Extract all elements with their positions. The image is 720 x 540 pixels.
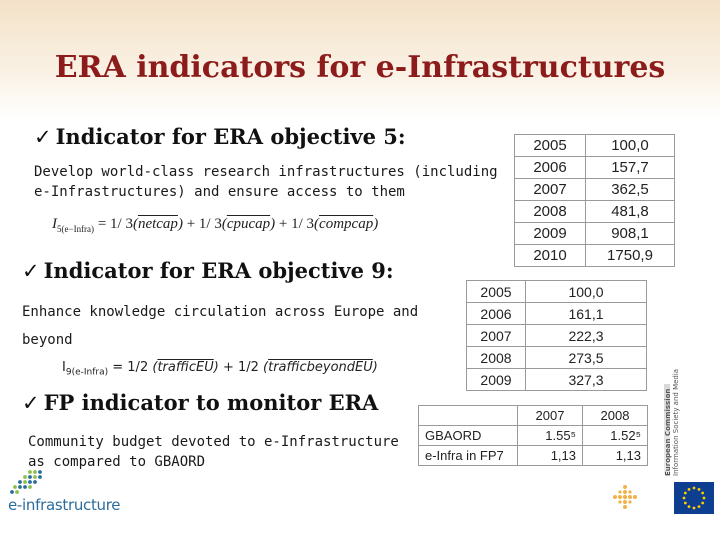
value-2008-cell: 1,13: [582, 445, 648, 466]
table-row: 2006 157,7: [514, 156, 675, 179]
ec-text-line2: Information Society and Media: [672, 368, 680, 476]
value-cell: 362,5: [585, 178, 675, 201]
table-obj9: 2005 100,0 2006 161,1 2007 222,3 2008 273,5 2009…: [466, 280, 647, 391]
formula5-term-cpucap: cpucap: [226, 216, 271, 232]
check-icon: ✓: [22, 391, 40, 415]
section2-text: Enhance knowledge circulation across Eur…: [22, 298, 418, 354]
ec-text-line1: European Commission: [664, 388, 672, 476]
section1-heading-text: Indicator for ERA objective 5:: [55, 124, 406, 149]
value-cell: 273,5: [525, 346, 647, 369]
ec-vertical-text: European Commission Information Society …: [664, 369, 680, 476]
year-cell: 2009: [466, 368, 526, 391]
table-row: 2007 222,3: [466, 324, 647, 347]
table-fp-indicator: 2007 2008 GBAORD 1.55⁵ 1.52⁵ e-Infra in FP7 1,…: [418, 405, 648, 466]
formula-obj9: I9(e-Infra) = 1/2 (trafficEU) + 1/2 (tra…: [62, 360, 378, 378]
side-decoration: [664, 384, 670, 474]
e-infrastructure-logo-icon: [10, 470, 42, 494]
year-cell: 2008: [514, 200, 586, 223]
row-label-cell: GBAORD: [418, 425, 518, 446]
value-cell: 1750,9: [585, 244, 675, 267]
value-cell: 327,3: [525, 368, 647, 391]
formula9-eq: = 1/2: [112, 360, 149, 375]
formula9-term-trafficeu: trafficEU: [157, 360, 214, 375]
check-icon: ✓: [34, 125, 52, 149]
year-cell: 2006: [466, 302, 526, 325]
formula5-eq: = 1/ 3: [97, 216, 133, 232]
section3-heading: ✓ FP indicator to monitor ERA: [22, 390, 378, 415]
formula9-term-trafficbeyondeu: trafficbeyondEU: [268, 360, 373, 375]
header-cell: [418, 405, 518, 426]
eu-flag-icon: [674, 482, 714, 514]
decorative-dots-icon: [613, 485, 637, 509]
section3-text-line1: Community budget devoted to e-Infrastruc…: [28, 434, 399, 450]
section1-text-line2: e-Infrastructures) and ensure access to …: [34, 184, 405, 200]
year-cell: 2007: [466, 324, 526, 347]
year-cell: 2008: [466, 346, 526, 369]
year-cell: 2005: [514, 134, 586, 157]
section3-text-line2: as compared to GBAORD: [28, 454, 206, 470]
section1-text-line1: Develop world-class research infrastruct…: [34, 164, 498, 180]
formula9-plus: + 1/2: [222, 360, 259, 375]
formula9-lhs: I: [62, 360, 66, 375]
table-row: 2007 362,5: [514, 178, 675, 201]
table-row: 2006 161,1: [466, 302, 647, 325]
section3-heading-text: FP indicator to monitor ERA: [43, 390, 379, 415]
value-cell: 100,0: [585, 134, 675, 157]
table-row: 2010 1750,9: [514, 244, 675, 267]
year-cell: 2007: [514, 178, 586, 201]
value-cell: 222,3: [525, 324, 647, 347]
value-cell: 481,8: [585, 200, 675, 223]
formula5-term-netcap: netcap: [137, 216, 178, 232]
value-cell: 100,0: [525, 280, 647, 303]
formula5-lhs-sub: 5(e−Infra): [57, 224, 95, 234]
formula5-plus1: + 1/ 3: [186, 216, 222, 232]
formula-obj5: I5(e−Infra) = 1/ 3(netcap) + 1/ 3(cpucap…: [52, 216, 379, 234]
section1-heading: ✓ Indicator for ERA objective 5:: [34, 124, 406, 149]
value-2007-cell: 1,13: [517, 445, 583, 466]
table-row: 2008 273,5: [466, 346, 647, 369]
table-row: e-Infra in FP7 1,13 1,13: [418, 445, 648, 466]
e-infrastructure-logo-text: e-infrastructure: [8, 496, 121, 514]
table-row: 2009 327,3: [466, 368, 647, 391]
header-band: [0, 0, 720, 120]
section3-text: Community budget devoted to e-Infrastruc…: [28, 432, 399, 472]
check-icon: ✓: [22, 259, 40, 283]
table-obj5: 2005 100,0 2006 157,7 2007 362,5 2008 481,8 2009…: [514, 134, 675, 267]
year-cell: 2006: [514, 156, 586, 179]
value-2008-cell: 1.52⁵: [582, 425, 648, 446]
value-2007-cell: 1.55⁵: [517, 425, 583, 446]
value-cell: 908,1: [585, 222, 675, 245]
formula5-term-compcap: compcap: [319, 216, 374, 232]
year-cell: 2010: [514, 244, 586, 267]
table-row: 2009 908,1: [514, 222, 675, 245]
formula9-lhs-sub: 9(e-Infra): [65, 367, 109, 378]
page-title: ERA indicators for e-Infrastructures: [54, 50, 666, 85]
table-header-row: 2007 2008: [418, 405, 648, 426]
value-cell: 157,7: [585, 156, 675, 179]
header-cell: 2008: [582, 405, 648, 426]
section1-text: Develop world-class research infrastruct…: [34, 162, 498, 202]
table-row: 2005 100,0: [466, 280, 647, 303]
table-row: 2005 100,0: [514, 134, 675, 157]
formula5-plus2: + 1/ 3: [278, 216, 315, 232]
value-cell: 161,1: [525, 302, 647, 325]
row-label-cell: e-Infra in FP7: [418, 445, 518, 466]
section2-text-line1: Enhance knowledge circulation across Eur…: [22, 304, 419, 320]
year-cell: 2009: [514, 222, 586, 245]
section2-text-line2: beyond: [22, 332, 73, 348]
section2-heading: ✓ Indicator for ERA objective 9:: [22, 258, 394, 283]
header-cell: 2007: [517, 405, 583, 426]
year-cell: 2005: [466, 280, 526, 303]
table-row: 2008 481,8: [514, 200, 675, 223]
table-row: GBAORD 1.55⁵ 1.52⁵: [418, 425, 648, 446]
section2-heading-text: Indicator for ERA objective 9:: [43, 258, 394, 283]
formula5-lhs: I: [52, 216, 57, 232]
